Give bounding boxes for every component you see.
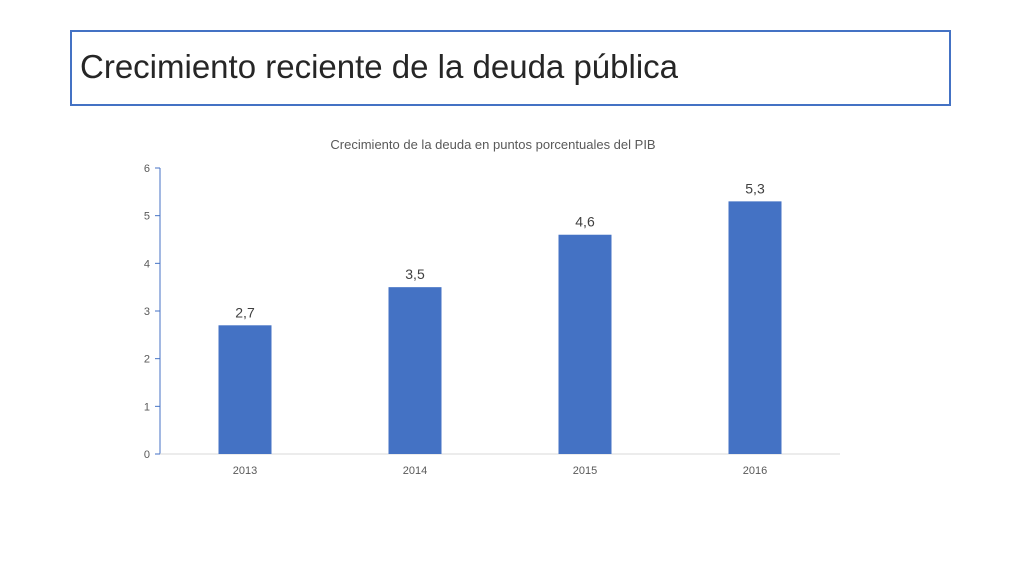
x-axis: 2013 2014 2015 2016 [160,453,840,477]
bar-2015 [558,234,612,454]
bar-2014 [388,287,442,454]
y-tick-label: 5 [144,211,150,223]
x-tick-label: 2016 [743,465,767,477]
data-label: 4,6 [575,214,595,230]
x-tick-label: 2014 [403,465,427,477]
data-label: 2,7 [235,304,255,320]
slide-title-box: Crecimiento reciente de la deuda pública [70,30,951,106]
y-axis: 0 1 2 3 4 5 6 [144,163,161,461]
data-labels: 2,7 3,5 4,6 5,3 [235,180,765,320]
slide-title: Crecimiento reciente de la deuda pública [80,48,679,85]
y-tick-label: 0 [144,449,150,461]
x-tick-label: 2015 [573,465,597,477]
bar-2013 [218,325,272,454]
data-label: 3,5 [405,266,425,282]
bar-2016 [728,201,782,454]
y-tick-label: 3 [144,306,150,318]
y-tick-label: 1 [144,401,150,413]
data-label: 5,3 [745,180,765,196]
y-tick-label: 4 [144,258,150,270]
chart-title: Crecimiento de la deuda en puntos porcen… [330,137,655,152]
y-tick-label: 6 [144,163,150,175]
y-tick-label: 2 [144,354,150,366]
x-tick-label: 2013 [233,465,257,477]
bars [218,201,782,454]
